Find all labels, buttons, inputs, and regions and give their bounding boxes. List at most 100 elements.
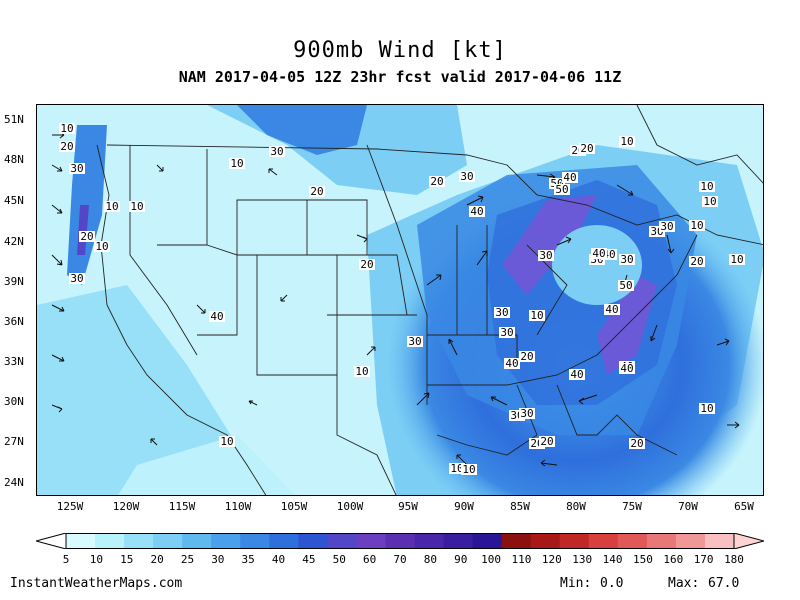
contour-label: 30 [70,272,83,285]
map-title: 900mb Wind [kt] [293,38,507,63]
lon-label-115w: 115W [168,500,196,513]
max-label: Max: [668,576,700,591]
colorbar-segment [617,533,648,549]
contour-label-bg [219,436,235,447]
contour-label: 20 [580,142,593,155]
contour-label: 10 [462,463,475,476]
contour-label-bg [519,351,535,362]
contour-label: 30 [660,220,673,233]
colorbar-tick-label: 180 [724,553,744,566]
contour-label: 10 [355,365,368,378]
contour-label: 40 [605,303,618,316]
colorbar-tick-label: 170 [693,553,714,566]
contour-label-bg [309,186,325,197]
colorbar-tick-label: 5 [62,553,70,566]
contour-label-bg [494,307,510,318]
colorbar-segment [414,533,445,549]
contour-label: 40 [620,362,633,375]
colorbar-segment [559,533,590,549]
contour-label-bg [529,310,545,321]
contour-label-bg [449,463,465,474]
contour-label-bg [354,366,370,377]
lon-label-80w: 80W [566,500,586,513]
contour-label-bg [604,304,620,315]
contour-label: 30 [495,306,508,319]
contour-label-bg [689,256,705,267]
lat-label-33n: 33N [4,355,24,368]
contour-label-bg [269,146,285,157]
colorbar-tick-label: 45 [302,553,316,566]
lon-label-120w: 120W [112,500,140,513]
lon-label-70w: 70W [678,500,698,513]
contour-label: 10 [690,219,703,232]
colorbar-segment [240,533,270,549]
colorbar-tick-label: 110 [511,553,532,566]
contour-label-bg [699,403,715,414]
contour-label: 20 [690,255,703,268]
contour-label: 30 [460,170,473,183]
contour-label: 30 [500,326,513,339]
contour-label-bg [539,436,555,447]
contour-label: 10 [700,402,713,415]
contour-label-bg [229,158,245,169]
lat-label-45n: 45N [4,194,24,207]
colorbar-segment [646,533,677,549]
contour-label-bg [79,231,95,242]
lon-label-90w: 90W [454,500,474,513]
contour-label: 30 [408,335,421,348]
colorbar-segment [211,533,241,549]
contour-label-bg [629,438,645,449]
contour-label: 10 [60,122,73,135]
contour-label: 10 [95,240,108,253]
lat-label-24n: 24N [4,476,24,489]
contour-label-bg [469,206,485,217]
colorbar-segment [153,533,183,549]
colorbar-tick-label: 40 [271,553,286,566]
lon-label-110w: 110W [224,500,252,513]
contour-label: 30 [70,162,83,175]
contour-label-bg [618,280,634,291]
contour-label: 40 [563,171,576,184]
max-value: 67.0 [708,576,740,591]
colorbar-segment [269,533,299,549]
colorbar-segment [472,533,503,549]
colorbar-segment [95,533,125,549]
lon-label-65w: 65W [734,500,754,513]
colorbar-left-arrow [36,533,67,549]
contour-label-bg [529,438,545,449]
map-subtitle: NAM 2017-04-05 12Z 23hr fcst valid 2017-… [178,68,622,86]
contour-label-bg [359,259,375,270]
contour-label: 10 [703,195,716,208]
contour-label: 20 [310,185,323,198]
colorbar-tick-label: 25 [180,553,195,566]
contour-label-bg [94,241,110,252]
colorbar-tick-label: 35 [241,553,255,566]
contour-label-bg [699,181,715,192]
contour-label-bg [659,221,675,232]
lat-label-27n: 27N [4,435,24,448]
contour-label-bg [619,254,635,265]
lon-label-125w: 125W [56,500,84,513]
contour-label-bg [619,136,635,147]
colorbar-tick-label: 140 [602,553,623,566]
contour-label-bg [69,163,85,174]
lat-label-30n: 30N [4,395,24,408]
contour-label: 20 [540,435,553,448]
contour-label: 40 [210,310,223,323]
colorbar-tick-label: 60 [363,553,377,566]
contour-label: 50 [555,183,568,196]
colorbar-segment [124,533,154,549]
colorbar-right-arrow [733,533,764,549]
colorbar-tick-label: 130 [572,553,593,566]
contour-label-bg [504,358,520,369]
contour-label: 20 [360,258,373,271]
contour-label-bg [499,327,515,338]
contour-label-bg [649,226,665,237]
contour-label: 10 [230,157,243,170]
lon-label-85w: 85W [510,500,530,513]
colorbar-tick-label: 100 [481,553,502,566]
contour-label: 10 [620,135,633,148]
contour-label-bg [461,464,477,475]
contour-label: 20 [60,140,73,153]
contour-label: 20 [80,230,93,243]
